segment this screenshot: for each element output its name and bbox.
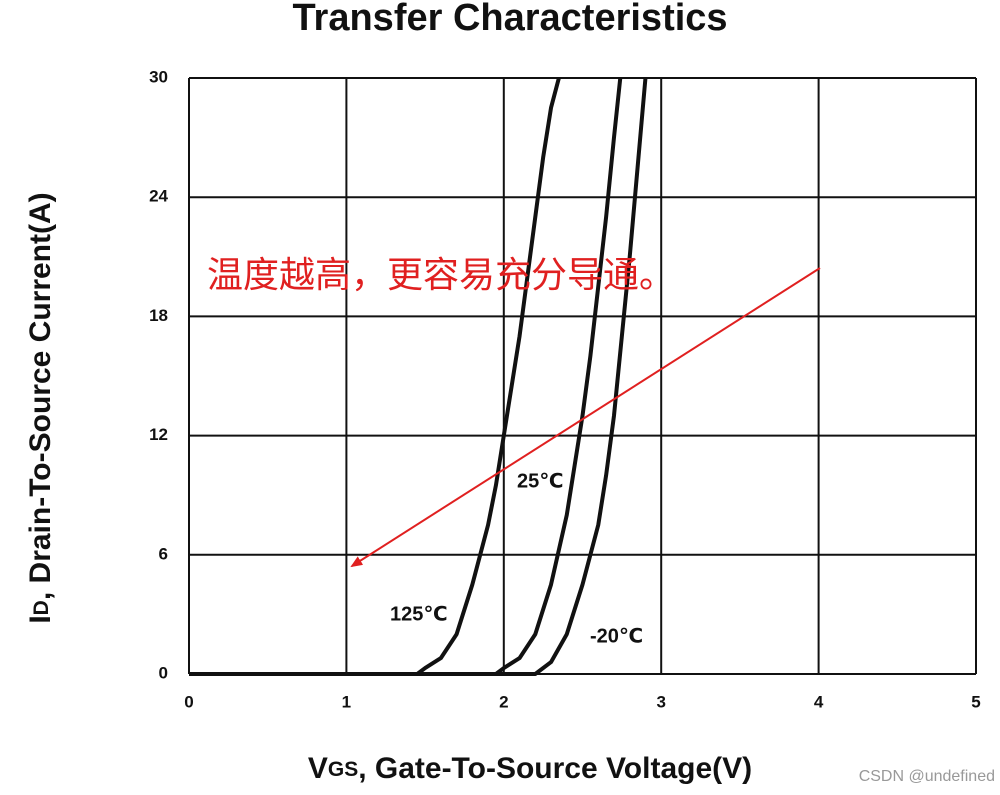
axis-label-part: , Drain-To-Source Current(A) [24,192,57,600]
x-tick-label: 5 [971,692,980,711]
y-tick-label: 0 [159,663,168,682]
x-tick-label: 0 [184,692,193,711]
axis-label: VGS, Gate-To-Source Voltage(V) [308,752,752,785]
curve [189,77,648,676]
y-tick-label: 12 [149,425,168,444]
arrow [350,267,821,568]
annotation: 温度越高，更容易充分导通。 [207,255,675,296]
axis-label-part: V [308,752,328,785]
axis-label: ID, Drain-To-Source Current(A) [24,192,57,623]
axis-label-part: GS [328,758,358,781]
x-tick-label: 2 [499,692,508,711]
y-tick-label: 18 [149,306,168,325]
curve [189,77,623,676]
x-tick-label: 1 [342,692,351,711]
axis-label-part: , Gate-To-Source Voltage(V) [358,752,752,785]
watermark: CSDN @undefined [859,768,995,785]
axis-label-part: D [30,600,53,615]
axis-label-part: I [24,615,57,623]
y-tick-label: 30 [149,67,168,86]
y-tick-label: 6 [159,544,168,563]
x-tick-label: 4 [814,692,824,711]
chart-title: Transfer Characteristics [292,0,727,39]
x-tick-label: 3 [656,692,665,711]
curve [189,77,561,676]
curve-label: 25℃ [517,470,563,492]
y-tick-label: 24 [149,187,168,206]
curve-label: -20℃ [590,625,643,647]
curve-label: 125℃ [390,603,448,625]
